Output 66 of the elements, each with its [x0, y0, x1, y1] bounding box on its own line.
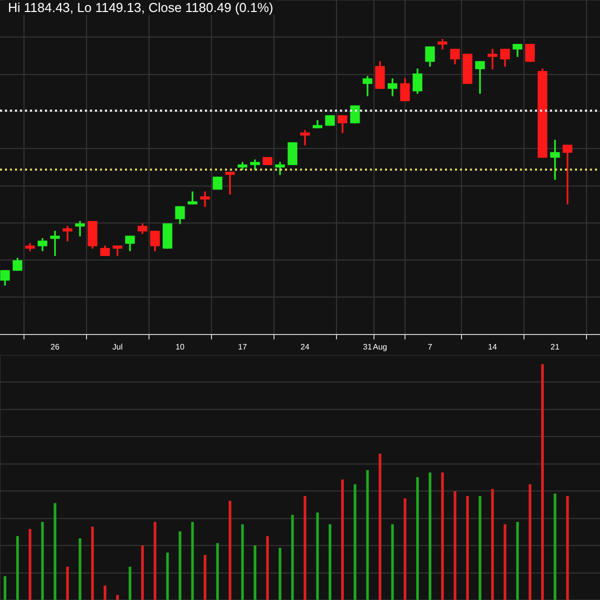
bar — [141, 545, 144, 600]
bar — [41, 522, 44, 600]
bar — [28, 528, 32, 600]
bar — [228, 500, 232, 600]
bar — [54, 503, 56, 600]
x-tick-label: 31 — [363, 342, 372, 352]
bar — [266, 536, 269, 600]
bar — [178, 531, 182, 600]
x-tick-label: 26 — [50, 342, 60, 352]
candlestick — [50, 230, 60, 256]
x-tick-label: Aug — [372, 342, 388, 352]
bar — [66, 566, 69, 600]
candlestick — [262, 157, 272, 166]
bar — [428, 472, 432, 600]
bar — [404, 498, 406, 600]
bar — [78, 538, 82, 600]
bar — [541, 364, 544, 600]
bar — [341, 480, 344, 600]
x-tick-label: 21 — [550, 342, 560, 352]
bar — [316, 512, 319, 600]
bar — [116, 594, 119, 600]
bar — [516, 522, 519, 600]
bar — [4, 576, 6, 600]
bar — [354, 484, 356, 600]
bar — [291, 514, 294, 600]
bar — [328, 524, 332, 600]
candlestick — [288, 142, 298, 166]
bar — [154, 522, 156, 600]
bar — [241, 524, 244, 600]
text: Hi 1184.43, Lo 1149.13, Close 1180.49 (0.1%) — [4, 0, 278, 15]
bar — [504, 524, 506, 600]
bar — [204, 554, 206, 600]
bar — [566, 496, 569, 600]
candlestick — [350, 105, 360, 124]
bar — [128, 566, 132, 600]
x-tick-label: 14 — [488, 342, 498, 352]
bar — [441, 472, 444, 600]
bar — [91, 526, 94, 600]
bar — [528, 484, 532, 600]
x-tick-label: 24 — [300, 342, 310, 352]
bar — [466, 496, 469, 600]
bar — [304, 496, 306, 600]
candlestick — [212, 176, 222, 190]
x-tick-label: 7 — [428, 342, 433, 352]
candlestick — [325, 115, 335, 126]
bar — [391, 524, 394, 600]
bar — [491, 488, 494, 600]
x-tick-label: 10 — [176, 342, 185, 352]
bar — [366, 470, 369, 600]
bar — [166, 552, 169, 600]
bar — [254, 545, 256, 600]
x-tick-label: Jul — [112, 342, 123, 352]
bar — [216, 543, 219, 600]
bar — [278, 548, 282, 600]
bar — [16, 536, 19, 600]
bar — [104, 586, 106, 600]
bar — [191, 522, 194, 600]
bar — [416, 477, 419, 600]
candlestick — [462, 54, 472, 84]
candlestick — [525, 44, 535, 62]
bar — [454, 491, 456, 600]
bar — [554, 494, 556, 600]
bar — [378, 454, 382, 600]
candlestick — [162, 223, 172, 249]
bar — [478, 496, 482, 600]
x-tick-label: 17 — [238, 342, 248, 352]
